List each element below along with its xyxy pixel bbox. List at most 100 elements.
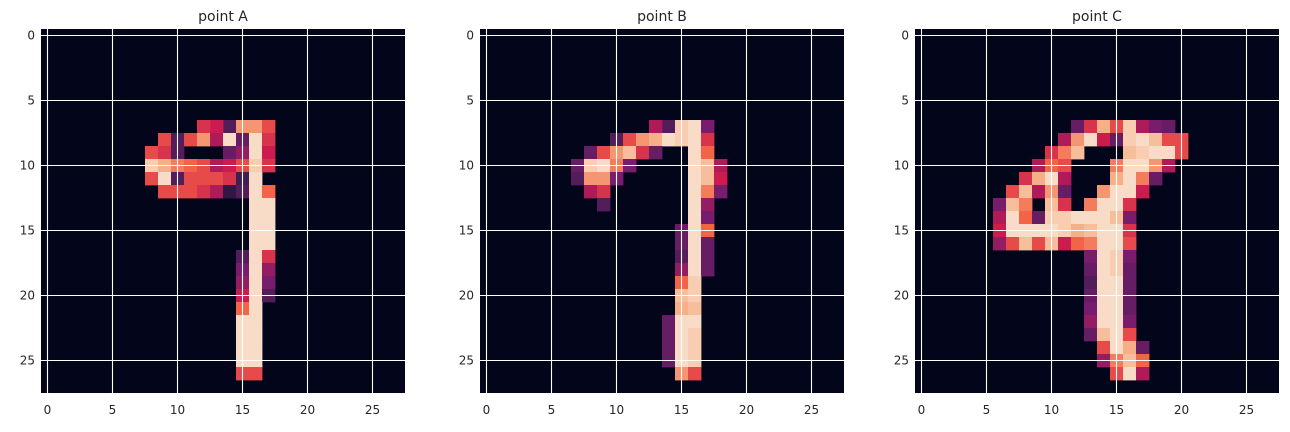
heatmap-cell: [688, 315, 702, 329]
heatmap-cell: [1071, 237, 1085, 251]
heatmap-cell: [1123, 146, 1137, 160]
heatmap-panel-1: 0 5 10 15 20 25 0 5 10 15 20 25 point A: [20, 9, 405, 417]
heatmap-cell: [1136, 367, 1150, 381]
heatmap-cell: [223, 146, 237, 160]
heatmap-cell: [1123, 367, 1137, 381]
heatmap-cell: [249, 211, 263, 225]
heatmap-cell: [210, 185, 224, 199]
heatmap-cell: [145, 146, 159, 160]
heatmap-cell: [1084, 198, 1098, 212]
heatmap-cell: [249, 120, 263, 134]
heatmap-cell: [1123, 120, 1137, 134]
heatmap-cell: [662, 315, 676, 329]
heatmap-cell: [688, 146, 702, 160]
heatmap-cell: [249, 198, 263, 212]
heatmap-cell: [1123, 250, 1137, 264]
y-tick-label: 20: [459, 289, 474, 303]
heatmap-cell: [1058, 172, 1072, 186]
heatmap-cell: [249, 341, 263, 355]
heatmap-cell: [701, 263, 715, 277]
panel-title: point C: [1072, 9, 1122, 25]
x-tick-label: 15: [235, 403, 250, 417]
heatmap-cell: [649, 120, 663, 134]
heatmap-cell: [1019, 237, 1033, 251]
x-tick-label: 5: [109, 403, 117, 417]
heatmap-cell: [184, 133, 198, 147]
heatmap-cell: [249, 263, 263, 277]
heatmap-cell: [1136, 341, 1150, 355]
y-tick-label: 5: [27, 94, 35, 108]
heatmap-cell: [1123, 328, 1137, 342]
y-tick-label: 15: [894, 224, 909, 238]
y-tick-label: 25: [20, 354, 35, 368]
heatmap-cell: [249, 250, 263, 264]
heatmap-cell: [1123, 211, 1137, 225]
heatmap-cell: [1123, 263, 1137, 277]
heatmap-cell: [597, 146, 611, 160]
heatmap-cell: [688, 172, 702, 186]
heatmap-cell: [210, 120, 224, 134]
heatmap-cell: [249, 276, 263, 290]
heatmap-cell: [714, 185, 728, 199]
heatmap-cell: [1123, 133, 1137, 147]
heatmap-cell: [1058, 146, 1072, 160]
heatmap-cell: [158, 185, 172, 199]
heatmap-cell: [688, 302, 702, 316]
heatmap-cell: [223, 120, 237, 134]
heatmap-cell: [262, 185, 276, 199]
x-tick-label: 0: [483, 403, 491, 417]
heatmap-cell: [1136, 133, 1150, 147]
heatmap-cell: [1071, 146, 1085, 160]
heatmap-cell: [223, 133, 237, 147]
heatmap-cell: [184, 185, 198, 199]
heatmap-cell: [1097, 302, 1111, 316]
heatmap-cell: [1058, 133, 1072, 147]
heatmap-cell: [636, 133, 650, 147]
heatmap-cell: [262, 133, 276, 147]
heatmap-cell: [1097, 185, 1111, 199]
heatmap-cell: [1058, 211, 1072, 225]
heatmap-cell: [584, 185, 598, 199]
x-tick-label: 5: [548, 403, 556, 417]
heatmap-cell: [197, 120, 211, 134]
heatmap-cell: [158, 172, 172, 186]
heatmap-cell: [158, 133, 172, 147]
y-tick-label: 10: [894, 159, 909, 173]
heatmap-cell: [1071, 211, 1085, 225]
heatmap-cell: [688, 367, 702, 381]
heatmap-cell: [1097, 120, 1111, 134]
heatmap-cell: [1058, 237, 1072, 251]
heatmap-cell: [249, 185, 263, 199]
heatmap-cell: [688, 250, 702, 264]
heatmap-cell: [688, 211, 702, 225]
heatmap-cell: [249, 146, 263, 160]
heatmap-cell: [262, 120, 276, 134]
heatmap-cell: [1084, 120, 1098, 134]
heatmap-cell: [1058, 198, 1072, 212]
x-tick-label: 25: [365, 403, 380, 417]
heatmap-cell: [649, 146, 663, 160]
heatmap-cell: [1123, 276, 1137, 290]
heatmap-cell: [158, 146, 172, 160]
heatmap-cell: [688, 237, 702, 251]
heatmap-cell: [649, 133, 663, 147]
heatmap-cell: [262, 276, 276, 290]
heatmap-cell: [249, 302, 263, 316]
heatmap-cell: [1032, 172, 1046, 186]
heatmap-cell: [1084, 237, 1098, 251]
panel-title: point A: [198, 9, 248, 25]
heatmap-cell: [701, 133, 715, 147]
heatmap-cell: [1084, 211, 1098, 225]
heatmap-cell: [636, 146, 650, 160]
heatmap-cell: [584, 172, 598, 186]
y-tick-label: 5: [901, 94, 909, 108]
heatmap-cell: [1084, 263, 1098, 277]
heatmap-cell: [1097, 250, 1111, 264]
heatmap-cell: [688, 341, 702, 355]
heatmap-cell: [584, 146, 598, 160]
heatmap-cell: [688, 263, 702, 277]
y-tick-label: 15: [20, 224, 35, 238]
heatmap-cell: [1097, 237, 1111, 251]
x-tick-label: 15: [674, 403, 689, 417]
heatmap-cell: [623, 146, 637, 160]
